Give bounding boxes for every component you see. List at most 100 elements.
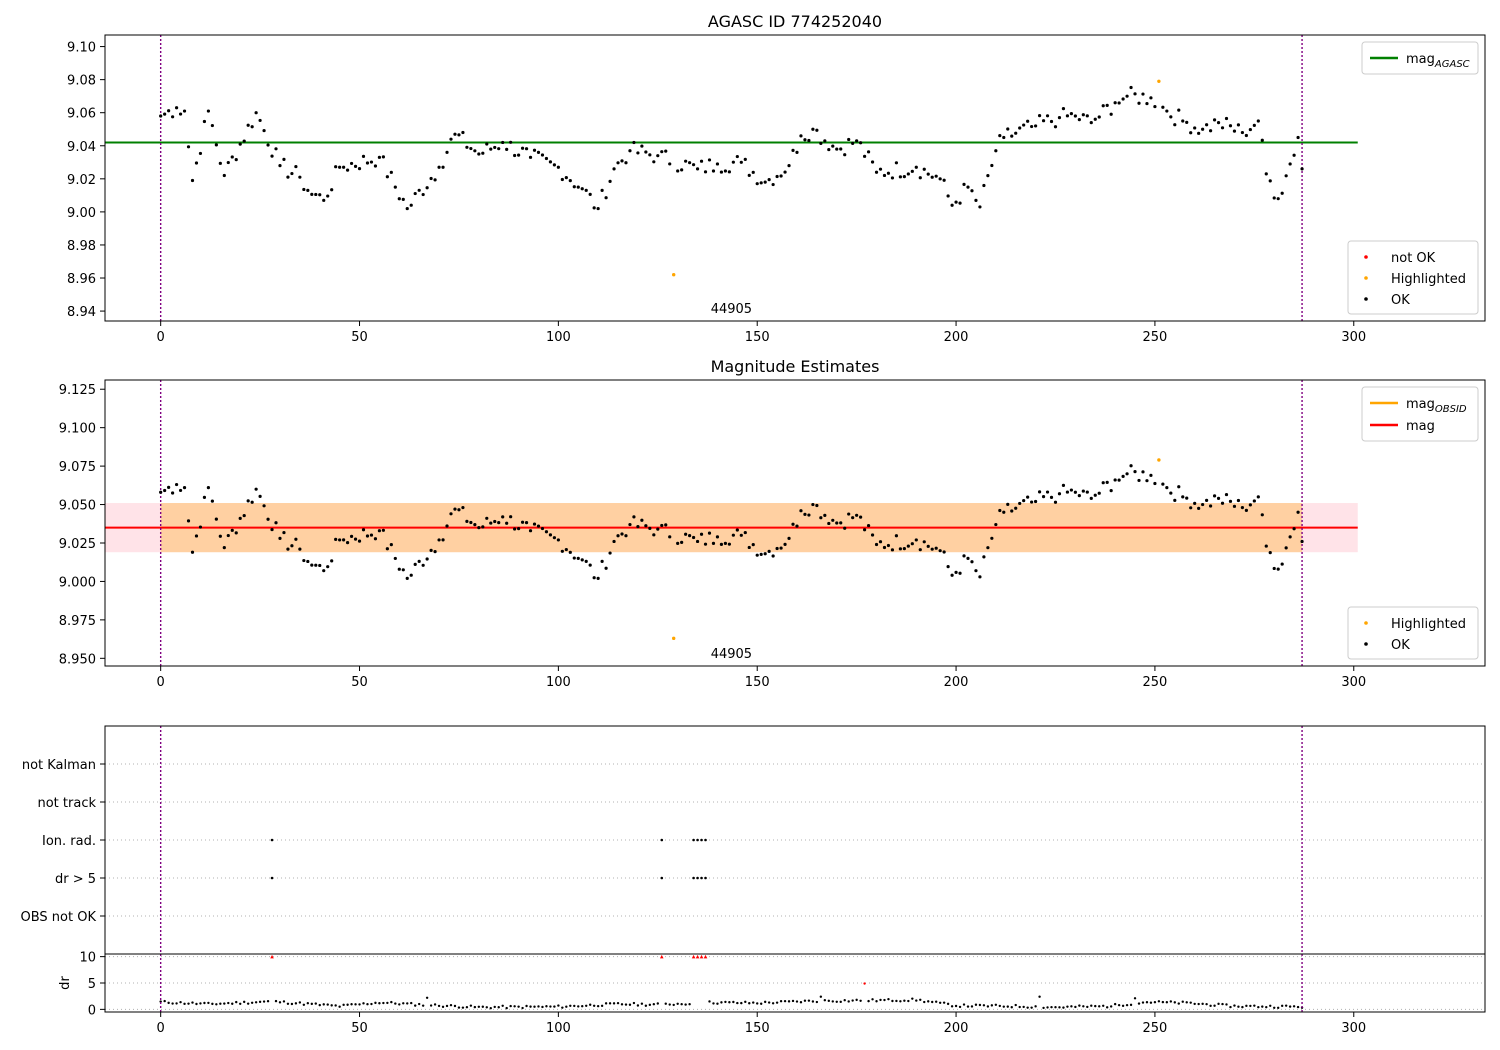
x-tick-label: 50	[351, 675, 368, 690]
dr-point	[382, 1001, 385, 1005]
dr-point	[537, 1005, 540, 1008]
ok-point	[290, 171, 294, 176]
dr-point	[946, 1002, 950, 1006]
ok-point	[695, 167, 700, 171]
ok-point	[660, 150, 664, 154]
dr-point	[676, 1002, 679, 1005]
ok-point	[914, 165, 918, 169]
ok-point	[1185, 496, 1189, 500]
ok-point	[509, 140, 513, 144]
dr-point	[748, 1002, 751, 1005]
dr-point	[425, 996, 429, 999]
ok-point	[950, 573, 954, 577]
dr-point	[1022, 1005, 1025, 1009]
dr-point	[1149, 1001, 1153, 1004]
ok-point	[373, 164, 378, 168]
ok-point	[783, 170, 787, 174]
dr-point	[358, 1003, 361, 1006]
ok-point	[457, 508, 461, 512]
ok-point	[906, 544, 910, 548]
dr-plot: 0 5 10 dr 0 50 100 150 200 250 300	[58, 951, 1486, 1036]
ok-point	[608, 179, 612, 183]
dr-point	[1010, 1006, 1013, 1009]
ok-point	[258, 118, 262, 123]
dr-point	[171, 1002, 174, 1005]
ok-point	[703, 170, 708, 174]
ok-point	[1022, 499, 1026, 503]
dr-point	[242, 1000, 246, 1004]
ok-point	[890, 176, 895, 180]
ok-point	[278, 536, 282, 540]
ok-point	[1014, 131, 1018, 135]
ok-point	[1284, 546, 1288, 550]
ok-point	[465, 145, 469, 149]
dr-clipped-point	[695, 954, 700, 959]
dr-point	[942, 1001, 946, 1004]
ok-point	[1292, 527, 1296, 531]
ok-point	[1137, 478, 1141, 483]
ok-point	[334, 537, 338, 541]
ok-point	[978, 205, 982, 209]
ok-point	[855, 513, 859, 517]
dr-point	[326, 1003, 329, 1006]
ok-point	[186, 145, 191, 149]
dr-point	[199, 1002, 202, 1005]
ok-point	[620, 159, 624, 163]
y-tick-label: 5	[88, 977, 96, 992]
ok-point	[616, 161, 620, 165]
ok-point	[819, 516, 823, 520]
ok-point	[1280, 562, 1284, 566]
ok-point	[246, 499, 250, 503]
ok-point	[763, 180, 767, 184]
ok-point	[970, 189, 974, 193]
ok-point	[441, 165, 445, 169]
ok-point	[859, 141, 863, 145]
highlighted-point	[1157, 458, 1161, 462]
dr-point	[652, 1003, 656, 1006]
dr-point	[394, 1002, 397, 1005]
dr-point	[998, 1004, 1002, 1008]
ok-point	[1177, 108, 1181, 112]
dr-point	[895, 999, 898, 1003]
ok-point	[731, 160, 735, 164]
ok-point	[413, 562, 417, 566]
dr-point	[509, 1004, 512, 1008]
ok-point	[922, 167, 926, 171]
ok-point	[851, 141, 855, 145]
ok-point	[1236, 498, 1241, 503]
dr-point	[771, 1002, 775, 1005]
ok-point	[843, 526, 847, 530]
ok-point	[866, 523, 871, 528]
dr-point	[620, 1003, 624, 1006]
x-tick-label: 50	[351, 1021, 368, 1036]
ok-point	[815, 128, 819, 132]
ok-point	[544, 156, 549, 161]
axes-frame	[104, 953, 1486, 1013]
ok-point	[998, 508, 1002, 513]
ok-point	[1129, 85, 1133, 90]
ok-point	[242, 513, 246, 518]
dr-point	[473, 1005, 477, 1009]
ok-point	[369, 533, 374, 537]
ok-point	[695, 539, 700, 544]
ok-point	[1109, 112, 1113, 116]
ok-point	[1232, 129, 1237, 133]
ok-point	[930, 175, 934, 179]
dr-point	[258, 1000, 262, 1004]
ok-point	[385, 547, 389, 551]
dr-point	[1292, 1005, 1296, 1008]
dr-point	[1070, 1005, 1073, 1008]
flag-point	[270, 838, 274, 842]
ok-point	[497, 521, 501, 525]
magnitude-estimates-plot: 44905 8.950 8.975 9.000 9.025 9.050 9.075 9.100…	[59, 379, 1486, 690]
dr-point	[1284, 1004, 1288, 1007]
ok-point	[644, 524, 648, 528]
ok-point	[1153, 481, 1157, 486]
dr-point	[386, 1001, 389, 1005]
ok-point	[982, 183, 986, 188]
ok-point	[365, 534, 370, 538]
ok-point	[831, 518, 835, 522]
flag-point	[700, 838, 703, 842]
ok-point	[958, 571, 962, 575]
ok-point	[1057, 492, 1062, 496]
